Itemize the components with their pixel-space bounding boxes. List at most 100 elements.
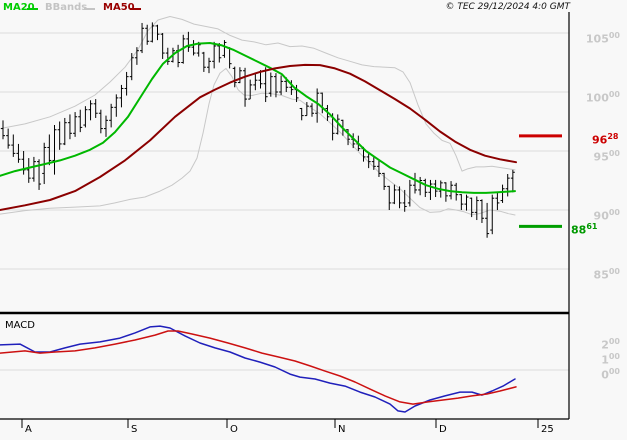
- ohlc-bar: [104, 115, 108, 137]
- ohlc-bar: [52, 125, 57, 175]
- price-axis-label-10000: 10000: [585, 90, 620, 105]
- resistance-level-label: 9628: [592, 132, 619, 147]
- ohlc-bar: [248, 79, 253, 100]
- ohlc-bar: [371, 156, 376, 170]
- ohlc-bar: [134, 47, 139, 65]
- month-label-november: N: [338, 424, 346, 435]
- macd-panel-title: MACD: [5, 320, 35, 331]
- month-label-august: A: [25, 424, 32, 435]
- ohlc-bar: [47, 134, 52, 166]
- ohlc-bar: [98, 109, 103, 134]
- ohlc-bar: [500, 184, 505, 203]
- price-axis-label-8500: 8500: [593, 267, 620, 282]
- ma20-line: [0, 42, 516, 194]
- ohlc-bar: [263, 67, 268, 103]
- macd-signal-line: [0, 330, 517, 405]
- ohlc-bar: [16, 143, 21, 163]
- ohlc-bar: [273, 73, 278, 98]
- ohlc-bar: [186, 31, 191, 52]
- ohlc-bar: [37, 159, 42, 190]
- ohlc-bar: [387, 185, 392, 210]
- ohlc-bar: [289, 80, 294, 95]
- ohlc-bar: [505, 174, 510, 197]
- ohlc-bar: [243, 67, 248, 107]
- ohlc-bar: [258, 70, 263, 89]
- price-axis-label-10500: 10500: [585, 31, 620, 46]
- ohlc-bar: [57, 121, 62, 150]
- copyright-text: © TEC 29/12/2024 4:0 GMT: [445, 2, 570, 12]
- ohlc-bar: [191, 40, 196, 56]
- ohlc-bar: [217, 43, 222, 63]
- ohlc-bar: [78, 109, 83, 133]
- ohlc-bar: [418, 176, 423, 196]
- ohlc-bar: [346, 129, 351, 146]
- ohlc-bar: [490, 194, 495, 235]
- ohlc-bar: [304, 102, 309, 117]
- ohlc-bar: [459, 194, 464, 210]
- ohlc-bar: [160, 33, 165, 59]
- ohlc-bar: [237, 67, 242, 84]
- ohlc-bar: [510, 169, 515, 193]
- legend-bbands-label: BBands: [45, 2, 88, 13]
- ohlc-bar: [407, 179, 412, 207]
- legend-ma20-label: MA20: [3, 2, 35, 13]
- ohlc-bar: [495, 191, 500, 210]
- ohlc-bar: [114, 94, 119, 117]
- month-label-2025: 25: [541, 424, 554, 435]
- macd-macd-line: [0, 325, 516, 413]
- ohlc-bar: [253, 73, 258, 91]
- ohlc-bar: [176, 44, 181, 68]
- ohlc-bar: [207, 57, 211, 74]
- ohlc-bar: [397, 186, 402, 209]
- month-label-october: O: [230, 424, 238, 435]
- ohlc-bar: [227, 47, 232, 69]
- ohlc-bar: [402, 189, 407, 212]
- ohlc-bar: [62, 117, 67, 146]
- price-axis-label-9000: 9000: [593, 208, 620, 223]
- price-axis-label-9500: 9500: [593, 149, 620, 164]
- macd-axis-label-000: 000: [601, 367, 620, 382]
- ohlc-bar: [67, 114, 72, 140]
- ohlc-bar: [423, 178, 428, 198]
- ohlc-bar: [485, 202, 490, 238]
- ohlc-bar: [6, 128, 11, 149]
- ohlc-bar: [464, 194, 469, 211]
- bollinger-lower-band-line: [0, 67, 516, 216]
- ohlc-bar: [165, 47, 170, 65]
- ohlc-bar: [31, 156, 36, 182]
- ohlc-bar: [469, 197, 474, 218]
- ohlc-bar: [11, 134, 16, 157]
- ohlc-bar: [299, 107, 304, 121]
- ohlc-bar: [335, 114, 340, 135]
- legend-ma20-dash-icon: [27, 8, 38, 10]
- ma50-line: [0, 63, 517, 211]
- ohlc-bar: [88, 100, 93, 121]
- ohlc-bar: [212, 41, 217, 69]
- ohlc-bar: [310, 103, 314, 117]
- legend-bbands-dash-icon: [84, 8, 95, 10]
- ohlc-bar: [479, 199, 484, 223]
- bollinger-upper-band-line: [0, 16, 516, 172]
- ohlc-bar: [232, 66, 237, 88]
- ohlc-bar: [392, 184, 397, 205]
- macd-axis-label-100: 100: [601, 352, 620, 367]
- ohlc-bar: [124, 71, 129, 96]
- ohlc-bar: [129, 53, 134, 81]
- ohlc-bar: [413, 172, 417, 194]
- ohlc-bar: [83, 106, 88, 128]
- ohlc-bar: [119, 84, 124, 108]
- ohlc-bar: [140, 22, 145, 54]
- ohlc-bar: [382, 172, 387, 190]
- ohlc-bar: [428, 179, 433, 200]
- ohlc-bar: [222, 40, 227, 58]
- ohlc-bar: [315, 88, 320, 123]
- ohlc-bar: [109, 103, 114, 128]
- ohlc-bar: [93, 99, 98, 118]
- ohlc-bar: [26, 158, 31, 183]
- month-label-december: D: [439, 424, 447, 435]
- ohlc-bar: [201, 51, 206, 72]
- ohlc-bar: [474, 196, 479, 221]
- ohlc-bar: [155, 24, 160, 41]
